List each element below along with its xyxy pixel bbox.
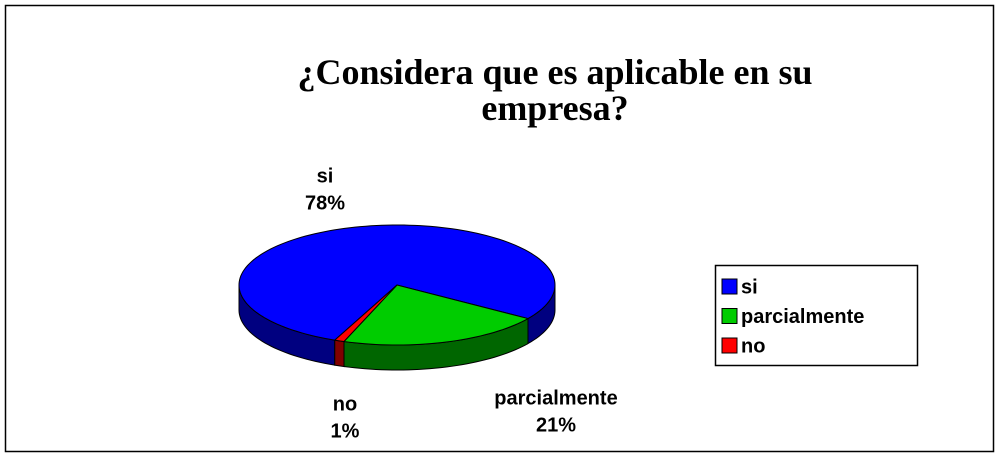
- pie-slice: [342, 284, 530, 346]
- data-label-value: 1%: [331, 420, 360, 442]
- pie-slice-side: [334, 339, 345, 368]
- data-label-value: 78%: [305, 192, 345, 214]
- legend-label: si: [741, 276, 758, 298]
- legend-box: [714, 264, 919, 367]
- data-label-value: 21%: [536, 414, 576, 436]
- pie-slice: [238, 224, 556, 341]
- chart-title: ¿Considera que es aplicable en su empresa…: [297, 52, 812, 128]
- legend-swatch: [721, 278, 738, 295]
- legend-label: parcialmente: [741, 306, 864, 328]
- legend-swatch: [721, 337, 738, 354]
- pie-slice: [333, 284, 398, 343]
- data-label-name: si: [317, 165, 334, 187]
- data-label-name: no: [333, 393, 357, 415]
- chart-frame: [4, 4, 995, 453]
- legend-label: no: [741, 335, 765, 357]
- legend-swatch: [721, 308, 738, 324]
- data-label-name: parcialmente: [494, 387, 617, 409]
